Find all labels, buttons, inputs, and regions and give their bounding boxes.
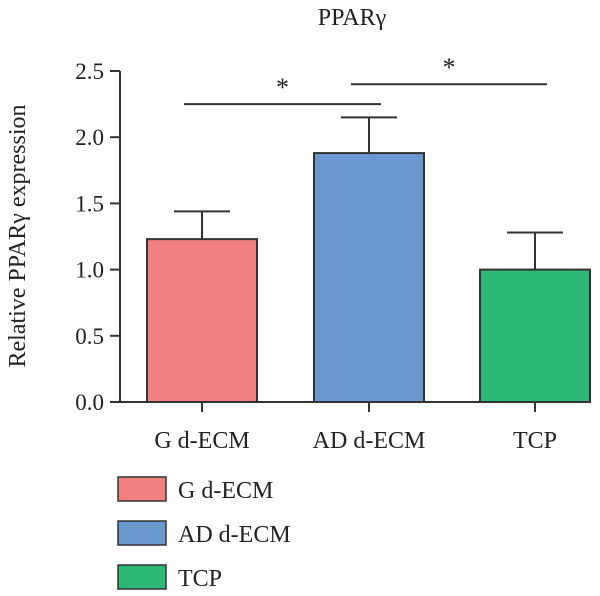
bar bbox=[313, 152, 425, 403]
legend-swatch bbox=[117, 476, 167, 502]
x-tick-label: TCP bbox=[513, 428, 557, 454]
legend-label: AD d-ECM bbox=[178, 522, 291, 548]
x-tick-label: G d-ECM bbox=[154, 428, 249, 454]
chart-title: PPARγ bbox=[318, 5, 387, 31]
error-bar bbox=[174, 210, 230, 240]
y-tick-label: 0.0 bbox=[75, 390, 104, 415]
significance-star: * bbox=[276, 73, 289, 102]
bar bbox=[146, 238, 258, 403]
significance-annotations: ** bbox=[184, 53, 547, 106]
error-bar bbox=[341, 116, 397, 154]
legend-swatch bbox=[117, 520, 167, 546]
y-tick-label: 1.5 bbox=[75, 191, 104, 216]
y-tick-label: 2.0 bbox=[75, 125, 104, 150]
bar bbox=[479, 268, 591, 403]
significance-star: * bbox=[443, 53, 456, 82]
significance-bracket: * bbox=[351, 53, 547, 86]
significance-bracket: * bbox=[184, 73, 381, 106]
legend: G d-ECM AD d-ECM TCP bbox=[117, 476, 291, 592]
error-bar bbox=[507, 231, 563, 270]
error-bars bbox=[174, 116, 563, 270]
legend-label: G d-ECM bbox=[178, 478, 273, 504]
legend-label: TCP bbox=[178, 566, 222, 592]
x-tick-label: AD d-ECM bbox=[313, 428, 426, 454]
bars bbox=[146, 152, 591, 403]
axes: 0.0 0.5 1.0 1.5 2.0 2.5 G d-ECM AD d-ECM TCP bbox=[75, 59, 585, 454]
y-tick-label: 2.5 bbox=[75, 59, 104, 84]
y-tick-label: 0.5 bbox=[75, 324, 104, 349]
legend-swatch bbox=[117, 564, 167, 590]
y-axis-label: Relative PPARγ expression bbox=[5, 104, 31, 367]
y-tick-label: 1.0 bbox=[75, 258, 104, 283]
